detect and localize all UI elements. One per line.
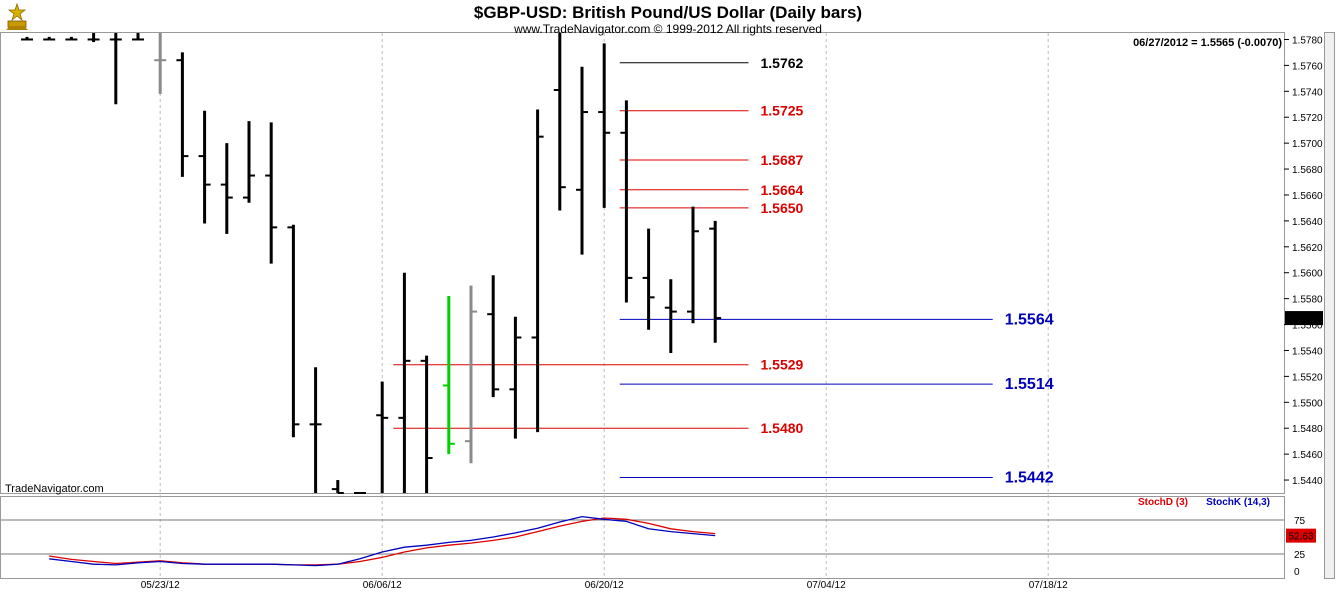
- stoch-tick-label: 75: [1294, 516, 1306, 527]
- scrollbar[interactable]: [1324, 32, 1335, 579]
- stoch-current-box: [1286, 528, 1316, 543]
- price-tick-label: 1.5760: [1292, 61, 1323, 72]
- level-label: 1.5442: [1005, 469, 1054, 486]
- price-tick-label: 1.5720: [1292, 113, 1323, 124]
- current-price-box: [1285, 311, 1323, 326]
- date-tick-label: 07/04/12: [807, 580, 846, 591]
- chart-subtitle: www.TradeNavigator.com © 1999-2012 All r…: [513, 22, 822, 36]
- price-tick-label: 1.5560: [1292, 321, 1323, 332]
- stoch-tick-label: 0: [1294, 567, 1300, 578]
- ohlc-bar: [109, 33, 122, 105]
- ohlc-bar: [176, 52, 189, 177]
- level-label: 1.5564: [1005, 311, 1054, 328]
- level-label: 1.5664: [761, 182, 804, 198]
- ohlc-bar: [309, 367, 322, 493]
- level-label: 1.5725: [761, 103, 804, 119]
- level-label: 1.5762: [761, 55, 804, 71]
- price-tick-label: 1.5520: [1292, 372, 1323, 383]
- ohlc-bar: [642, 228, 655, 330]
- price-tick-label: 1.5620: [1292, 243, 1323, 254]
- ohlc-bar: [576, 66, 588, 255]
- price-tick-label: 1.5600: [1292, 269, 1323, 280]
- date-tick-label: 05/23/12: [141, 580, 180, 591]
- stoch-legend-d: StochD (3): [1138, 497, 1188, 508]
- ohlc-bar: [243, 121, 255, 203]
- ohlc-bar: [43, 36, 56, 41]
- price-tick-label: 1.5500: [1292, 398, 1323, 409]
- ohlc-bar: [420, 355, 433, 493]
- chart-title: $GBP-USD: British Pound/US Dollar (Daily…: [474, 3, 862, 22]
- price-tick-label: 1.5740: [1292, 87, 1323, 98]
- ohlc-bar: [21, 36, 33, 41]
- ohlc-bar: [709, 220, 722, 343]
- price-tick-label: 1.5700: [1292, 139, 1323, 150]
- level-label: 1.5650: [761, 200, 804, 216]
- level-label: 1.5529: [761, 357, 804, 373]
- stoch-pane-frame: [0, 496, 1285, 579]
- ohlc-bar: [376, 381, 389, 493]
- ohlc-bars: [21, 33, 722, 494]
- ohlc-bar: [598, 43, 611, 208]
- level-label: 1.5687: [761, 152, 804, 168]
- ohlc-bar: [465, 285, 477, 464]
- ohlc-bar: [265, 122, 278, 264]
- ohlc-bar: [531, 109, 544, 433]
- current-price-label: 1.5565: [1289, 314, 1320, 325]
- stoch-current-label: 52.63: [1288, 532, 1313, 543]
- ohlc-bar: [220, 143, 233, 234]
- price-tick-label: 1.5440: [1292, 476, 1323, 487]
- ohlc-bar: [87, 33, 100, 43]
- trade-navigator-logo-icon: [6, 2, 28, 30]
- stoch-tick-label: 25: [1294, 550, 1306, 561]
- level-label: 1.5480: [761, 420, 804, 436]
- price-axis: 1.5780 1.5760 1.5740 1.5720 1.5700 1.5680 1.56…: [1284, 35, 1323, 487]
- price-pane-frame: [0, 32, 1285, 494]
- price-tick-label: 1.5580: [1292, 295, 1323, 306]
- last-value-readout: 06/27/2012 = 1.5565 (-0.0070): [1133, 37, 1282, 49]
- date-tick-label: 07/18/12: [1029, 580, 1068, 591]
- price-tick-label: 1.5780: [1292, 35, 1323, 46]
- price-tick-label: 1.5460: [1292, 450, 1323, 461]
- date-axis: 05/23/12 06/06/12 06/20/12 07/04/12 07/18/12: [141, 580, 1068, 591]
- ohlc-bar: [65, 36, 78, 41]
- date-tick-label: 06/20/12: [585, 580, 624, 591]
- ohlc-bar: [487, 275, 500, 398]
- stoch-series-line: [49, 517, 716, 566]
- ohlc-bar: [442, 296, 455, 455]
- watermark: TradeNavigator.com: [5, 483, 104, 495]
- price-tick-label: 1.5680: [1292, 165, 1323, 176]
- level-label: 1.5514: [1005, 376, 1054, 393]
- stochastic-oscillator: 75 25 0 StochD (3) StochK (14,3) 52.63: [1, 497, 1316, 578]
- stoch-series-line: [49, 515, 716, 567]
- ohlc-bar: [132, 33, 144, 41]
- ohlc-bar: [553, 33, 566, 211]
- stoch-legend-k: StochK (14,3): [1206, 497, 1270, 508]
- ohlc-bar: [331, 480, 344, 494]
- ohlc-bar: [687, 206, 699, 324]
- ohlc-bar: [287, 224, 300, 438]
- date-tick-label: 06/06/12: [363, 580, 402, 591]
- ohlc-bar: [664, 279, 677, 354]
- ohlc-bar: [509, 316, 522, 439]
- price-levels: 1.5762 1.5725 1.5687 1.5664 1.5650 1.5564 1.55…: [393, 55, 1054, 486]
- ohlc-bar: [198, 110, 211, 224]
- price-tick-label: 1.5640: [1292, 217, 1323, 228]
- ohlc-bar: [620, 100, 633, 303]
- price-tick-label: 1.5480: [1292, 424, 1323, 435]
- ohlc-bar: [398, 272, 411, 493]
- ohlc-bar: [154, 33, 167, 94]
- price-tick-label: 1.5660: [1292, 191, 1323, 202]
- price-tick-label: 1.5540: [1292, 346, 1323, 357]
